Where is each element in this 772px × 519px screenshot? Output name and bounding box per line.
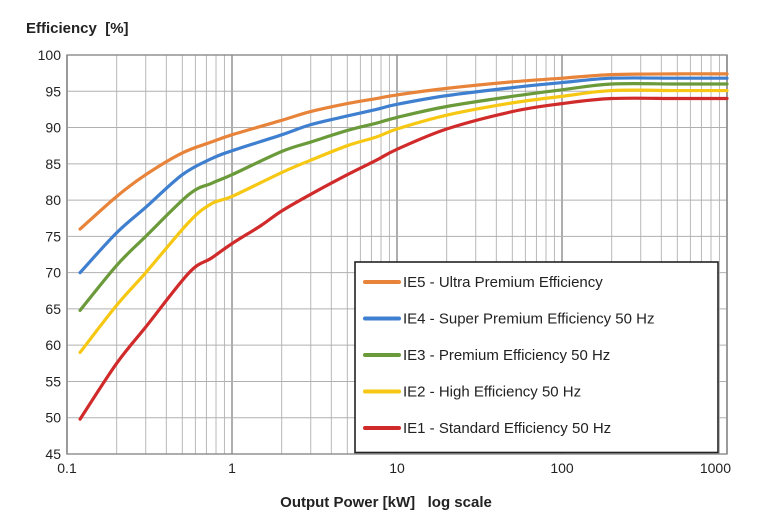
plot-border [66,54,728,455]
y-tick-label: 60 [45,337,61,353]
series-line-3 [78,81,729,312]
x-tick-label: 1 [228,460,236,476]
x-axis-title: Output Power [kW] log scale [280,494,492,511]
series-line-4 [78,88,729,355]
tick-labels: 45 50 55 60 65 70 75 80 85 90 95 100 0.1 1 10 100 1000 [38,47,732,476]
y-tick-label: 70 [45,265,61,281]
y-tick-label: 55 [45,373,61,389]
x-tick-label: 1000 [700,460,731,476]
y-tick-label: 80 [45,192,61,208]
y-tick-label: 90 [45,120,61,136]
legend-label: IE3 - Premium Efficiency 50 Hz [403,347,610,364]
y-tick-label: 75 [45,228,61,244]
y-tick-label: 95 [45,83,61,99]
y-tick-label: 65 [45,301,61,317]
y-axis-title: Efficiency [%] [26,20,129,37]
x-tick-label: 100 [550,460,574,476]
legend-label: IE5 - Ultra Premium Efficiency [403,274,603,291]
y-tick-label: 100 [38,47,62,63]
series-line-5 [78,96,729,421]
y-tick-label: 50 [45,410,61,426]
legend-label: IE1 - Standard Efficiency 50 Hz [403,420,611,437]
series-lines [78,72,729,421]
legend-label: IE4 - Super Premium Efficiency 50 Hz [403,311,654,328]
x-tick-label: 10 [389,460,405,476]
series-line-1 [78,72,729,231]
y-tick-label: 85 [45,156,61,172]
y-tick-label: 45 [45,446,61,462]
x-tick-label: 0.1 [57,460,77,476]
legend: IE5 - Ultra Premium Efficiency IE4 - Supe… [354,261,719,454]
legend-label: IE2 - High Efficiency 50 Hz [403,384,581,401]
legend-box [354,261,719,454]
series-line-2 [78,76,729,275]
